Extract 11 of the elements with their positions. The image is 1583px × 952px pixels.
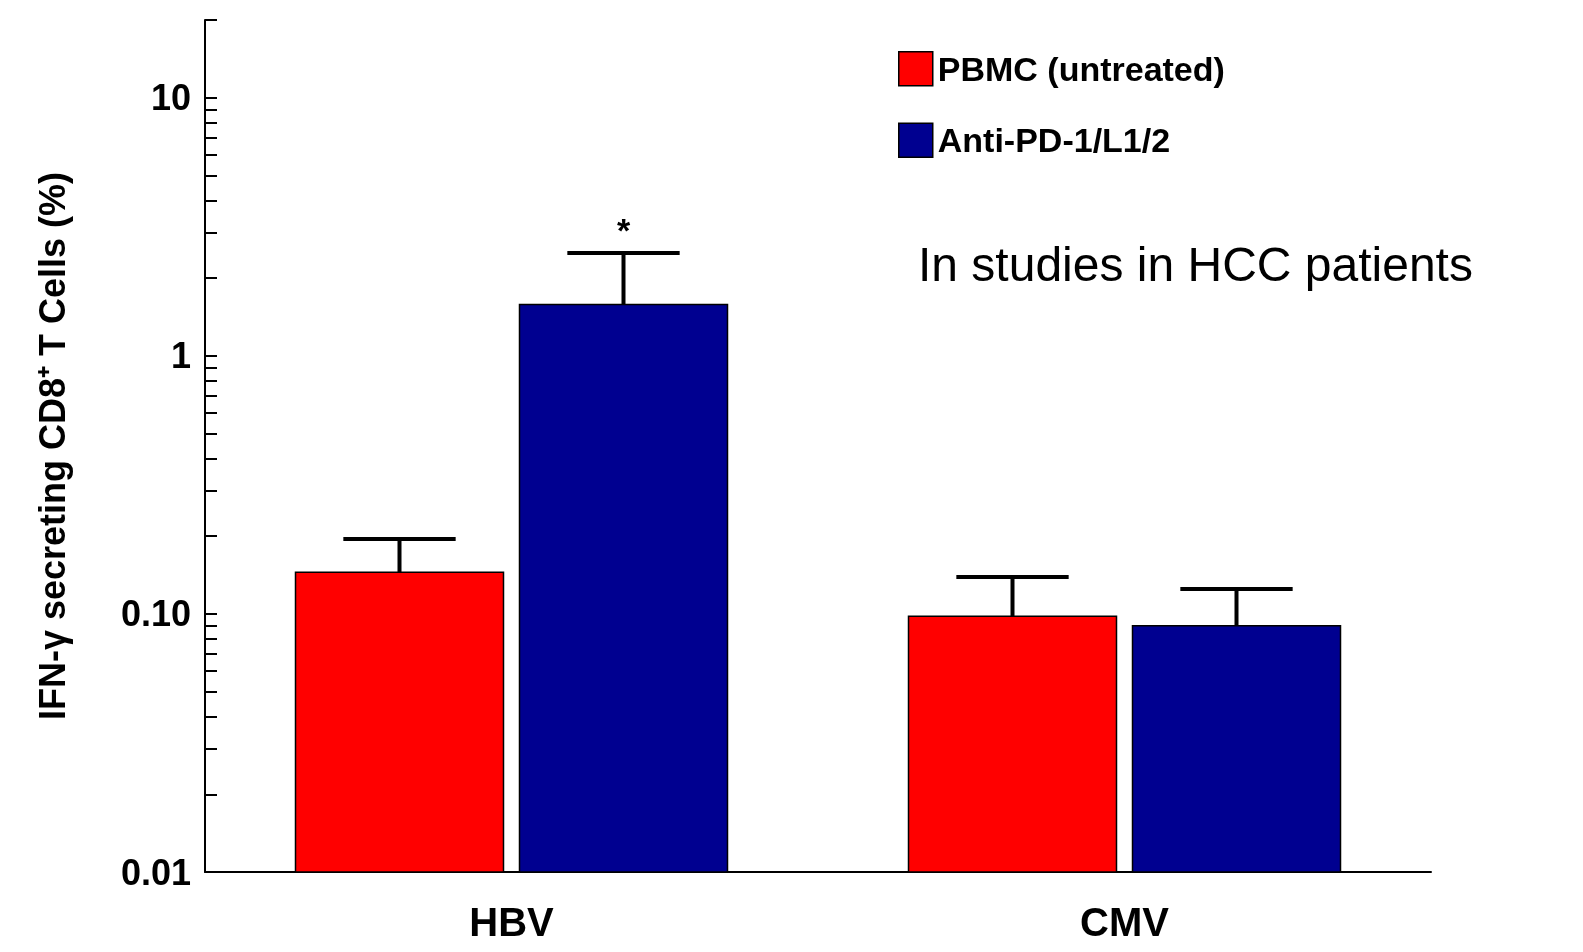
y-axis-title: IFN-γ secreting CD8⁺ T Cells (%)	[31, 171, 73, 721]
data-label: *	[616, 211, 631, 250]
y-tick-label: 0.01	[120, 851, 191, 893]
y-tick-label: 1	[170, 335, 191, 377]
legend-label: PBMC (untreated)	[937, 49, 1225, 88]
y-tick-label: 10	[150, 77, 191, 119]
legend-label: Anti-PD-1/L1/2	[937, 121, 1171, 160]
y-tick-label: 0.10	[120, 593, 191, 635]
x-tick-label: CMV	[1080, 900, 1170, 944]
annotation: In studies in HCC patients	[918, 237, 1473, 291]
x-tick-label: HBV	[469, 900, 555, 944]
